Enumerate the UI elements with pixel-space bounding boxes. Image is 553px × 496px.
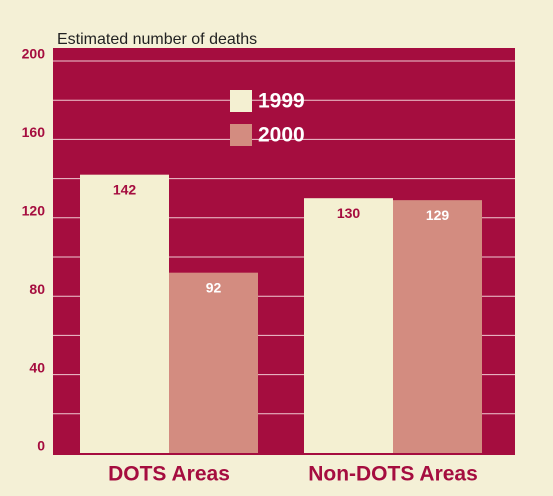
x-tick-label: Non-DOTS Areas [308,463,478,486]
bar [169,272,258,453]
value-label: 92 [206,279,222,295]
bar [304,198,393,453]
bar [393,200,482,453]
value-label: 130 [337,205,361,221]
y-tick-label: 120 [22,203,46,219]
x-tick-label: DOTS Areas [108,463,230,486]
y-tick-label: 200 [22,46,46,62]
legend-swatch [230,124,252,146]
y-tick-label: 160 [22,124,46,140]
y-tick-label: 0 [37,438,45,454]
legend-label: 1999 [258,90,305,113]
value-label: 129 [426,207,450,223]
chart-title: Estimated number of deaths [57,31,257,48]
legend-label: 2000 [258,124,305,147]
bar [80,174,169,453]
y-tick-label: 40 [29,359,45,375]
legend-swatch [230,90,252,112]
value-label: 142 [113,181,137,197]
y-tick-label: 80 [29,281,45,297]
